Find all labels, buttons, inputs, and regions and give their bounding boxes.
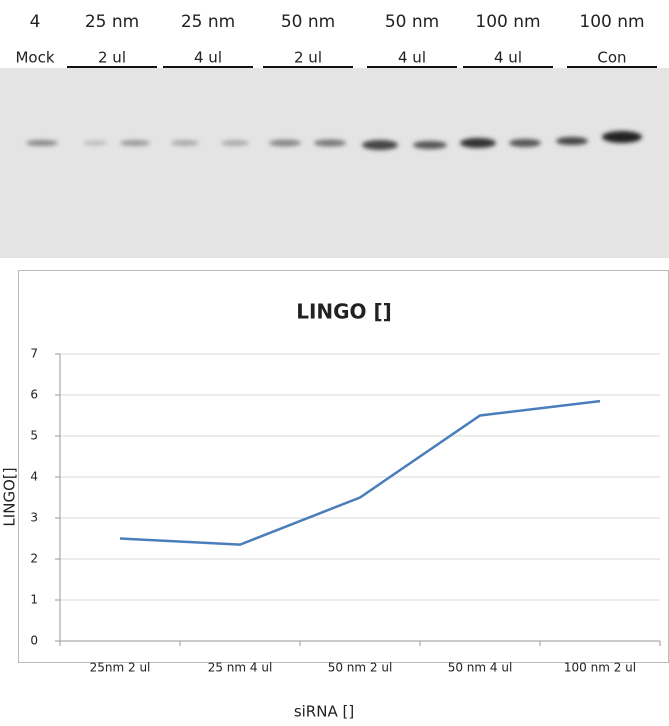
lane-label: Mock (15, 49, 54, 67)
lane-label: 100 nm (579, 12, 644, 32)
lane-label: 2 ul (294, 49, 322, 67)
y-tick-label: 4 (30, 470, 38, 484)
lane-label: 4 ul (194, 49, 222, 67)
y-tick-label: 0 (30, 634, 38, 648)
x-tick-label: 100 nm 2 ul (564, 661, 636, 675)
lane-label: 50 nm (385, 12, 439, 32)
y-tick-label: 3 (30, 511, 38, 525)
figure: 4 Mock 25 nm 2 ul 25 nm 4 ul 50 nm 2 ul 50 nm 4 u… (0, 0, 669, 726)
blot-background (0, 68, 669, 258)
lane-label: Con (597, 49, 626, 67)
x-tick-label: 50 nm 4 ul (448, 661, 513, 675)
y-axis-label: LINGO[] (1, 467, 19, 526)
lane-label: 4 ul (398, 49, 426, 67)
chart-title: LINGO [] (296, 300, 392, 324)
x-tick-label: 50 nm 2 ul (328, 661, 393, 675)
y-tick-label: 1 (30, 593, 38, 607)
chart-frame (19, 271, 669, 663)
lane-label: 100 nm (475, 12, 540, 32)
x-axis-label: siRNA [] (294, 703, 354, 721)
lane-label: 2 ul (98, 49, 126, 67)
x-tick-label: 25 nm 4 ul (208, 661, 273, 675)
lane-label: 4 ul (494, 49, 522, 67)
y-tick-label: 6 (30, 388, 38, 402)
lane-label: 4 (30, 12, 41, 32)
y-tick-label: 5 (30, 429, 38, 443)
y-tick-label: 7 (30, 347, 38, 361)
lane-label: 50 nm (281, 12, 335, 32)
y-tick-label: 2 (30, 552, 38, 566)
lane-label: 25 nm (181, 12, 235, 32)
lane-label: 25 nm (85, 12, 139, 32)
x-tick-label: 25nm 2 ul (90, 661, 151, 675)
